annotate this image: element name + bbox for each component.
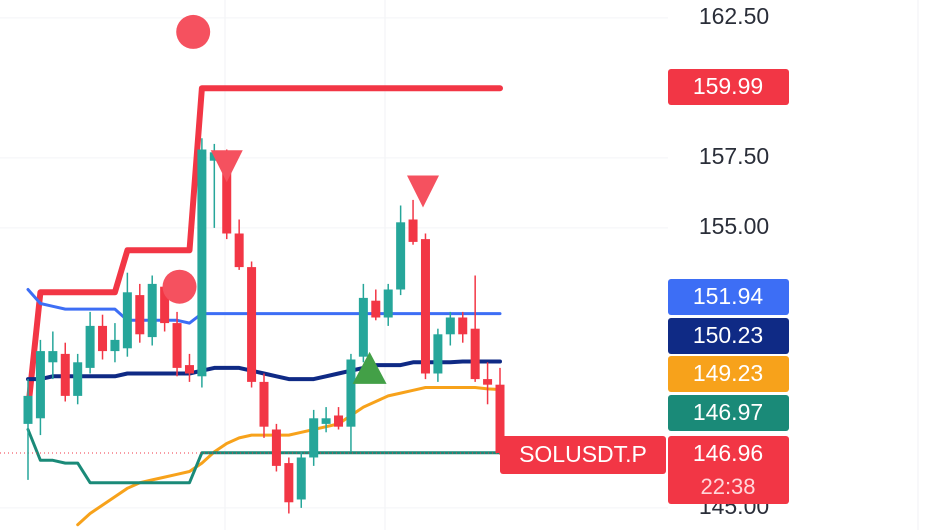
candle-body: [160, 286, 170, 324]
candle-body: [135, 295, 145, 335]
symbol-label: SOLUSDT.P: [519, 441, 647, 467]
price-label: 151.94: [693, 283, 764, 309]
candle-body: [147, 283, 157, 338]
candle-body: [85, 325, 95, 368]
candle-body: [234, 233, 244, 268]
y-tick-label: 155.00: [699, 213, 769, 239]
candle-body: [408, 219, 418, 242]
candle-body: [259, 381, 269, 427]
candle-body: [247, 267, 257, 382]
candle-body: [222, 155, 232, 234]
candle-body: [284, 463, 294, 503]
candle-body: [433, 334, 443, 374]
price-label-box: [668, 436, 789, 504]
symbol-box: [500, 436, 666, 474]
candle-body: [98, 325, 108, 352]
price-label-box: [668, 318, 789, 354]
indicator-line: [25, 85, 503, 413]
price-label-box: [668, 69, 789, 105]
candle-body: [458, 317, 468, 335]
signal-sell: [210, 150, 243, 183]
candle-body: [23, 395, 33, 424]
candle-body: [470, 328, 480, 380]
y-tick-label: 162.50: [699, 3, 769, 29]
signal-circle: [176, 14, 211, 49]
candle-body: [184, 365, 194, 374]
candle-body: [383, 289, 393, 318]
candle-body: [495, 384, 505, 454]
candle-body: [346, 359, 356, 427]
candle-body: [73, 362, 83, 396]
candle-body: [309, 418, 319, 458]
candle-body: [197, 149, 207, 377]
candle-body: [321, 418, 331, 424]
price-label: 146.96: [693, 440, 763, 466]
candle-body: [371, 300, 381, 318]
countdown: 22:38: [700, 474, 755, 499]
signal-buy: [352, 351, 387, 384]
candle-body: [296, 457, 306, 500]
price-label-box: [668, 356, 789, 392]
candle-body: [122, 292, 132, 349]
candle-body: [334, 415, 344, 427]
candle-body: [35, 351, 45, 419]
candle-body: [420, 239, 430, 374]
signal-circle: [162, 269, 197, 304]
signal-sell: [406, 175, 439, 208]
candle-body: [110, 339, 120, 352]
price-label-box: [668, 279, 789, 315]
candle-body: [48, 351, 58, 363]
price-label: 159.99: [693, 73, 763, 99]
price-label: 150.23: [693, 322, 763, 348]
indicator-line: [76, 386, 502, 527]
candle-body: [271, 429, 281, 466]
candle-body: [358, 297, 368, 357]
candle-body: [396, 222, 406, 290]
price-label-box: [668, 395, 789, 431]
candle-body: [172, 323, 182, 368]
candle-body: [60, 353, 70, 396]
price-label: 146.97: [693, 399, 763, 425]
price-label: 149.23: [693, 360, 763, 386]
candle-body: [445, 317, 455, 335]
y-tick-label: 157.50: [699, 143, 769, 169]
candle-body: [483, 379, 493, 385]
